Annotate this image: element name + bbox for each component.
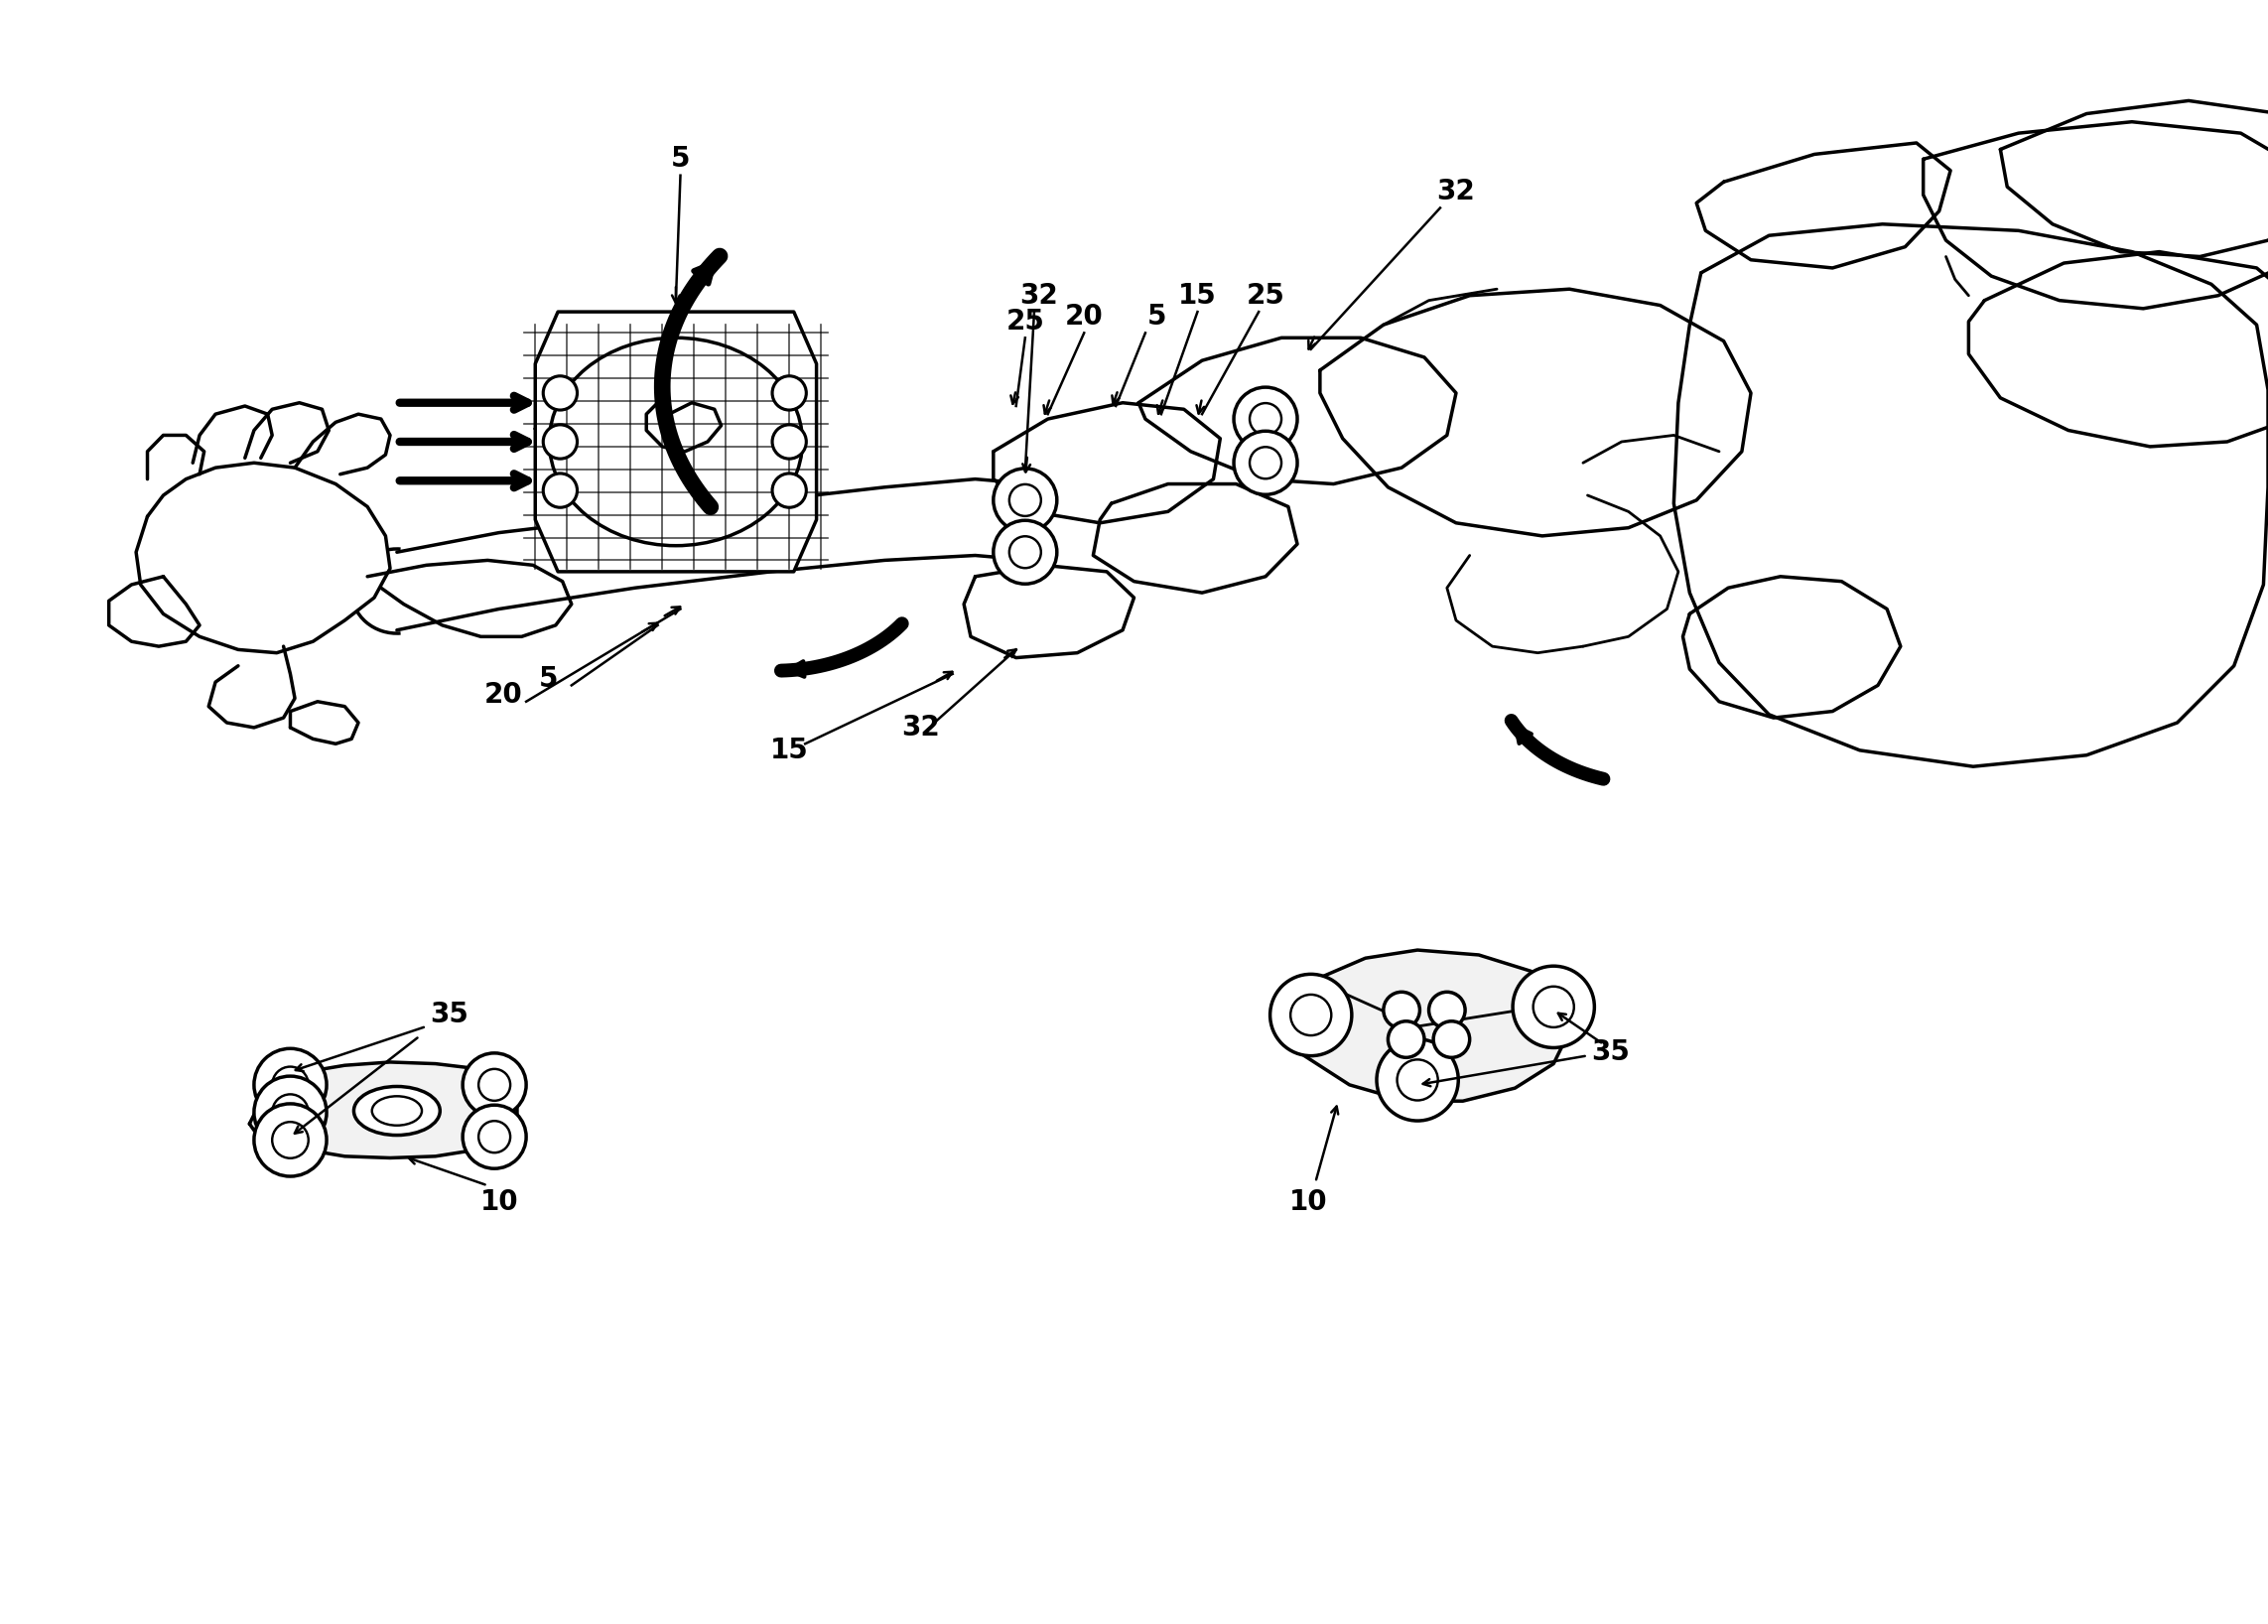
Text: 32: 32: [903, 713, 939, 742]
Text: 10: 10: [1290, 1187, 1327, 1216]
Text: 5: 5: [671, 145, 689, 174]
Text: 5: 5: [540, 664, 558, 693]
Circle shape: [1433, 1021, 1470, 1057]
Circle shape: [1290, 994, 1331, 1036]
Circle shape: [544, 377, 576, 409]
Circle shape: [1388, 1021, 1424, 1057]
Text: 10: 10: [481, 1187, 517, 1216]
Circle shape: [544, 425, 576, 458]
Circle shape: [1533, 986, 1574, 1028]
Text: 20: 20: [485, 680, 522, 710]
Ellipse shape: [549, 338, 803, 546]
Circle shape: [1250, 403, 1281, 435]
Circle shape: [1250, 447, 1281, 479]
Ellipse shape: [372, 1096, 422, 1125]
PathPatch shape: [1281, 950, 1569, 1101]
Circle shape: [272, 1067, 308, 1103]
Circle shape: [254, 1104, 327, 1176]
Circle shape: [993, 520, 1057, 585]
Circle shape: [771, 425, 807, 458]
Circle shape: [479, 1069, 510, 1101]
Text: 32: 32: [1021, 281, 1057, 310]
Text: 15: 15: [1179, 281, 1216, 310]
Text: 35: 35: [429, 1000, 469, 1030]
Text: 25: 25: [1245, 281, 1286, 310]
Circle shape: [463, 1052, 526, 1117]
Ellipse shape: [354, 1086, 440, 1135]
Circle shape: [254, 1077, 327, 1148]
Circle shape: [272, 1122, 308, 1158]
PathPatch shape: [249, 1062, 517, 1158]
Text: 15: 15: [771, 736, 807, 765]
Circle shape: [1429, 992, 1465, 1028]
Circle shape: [771, 474, 807, 507]
Circle shape: [771, 377, 807, 409]
Text: 25: 25: [1005, 307, 1046, 336]
Circle shape: [544, 474, 576, 507]
Circle shape: [479, 1121, 510, 1153]
Circle shape: [463, 1104, 526, 1169]
Circle shape: [1377, 1039, 1458, 1121]
Circle shape: [1397, 1059, 1438, 1101]
Circle shape: [1009, 536, 1041, 568]
Text: 32: 32: [1438, 177, 1474, 206]
Circle shape: [1383, 992, 1420, 1028]
Text: 20: 20: [1066, 302, 1102, 331]
Text: 35: 35: [1590, 1038, 1631, 1067]
PathPatch shape: [535, 312, 816, 572]
Circle shape: [1234, 430, 1297, 495]
Circle shape: [1009, 484, 1041, 516]
Circle shape: [1270, 974, 1352, 1056]
Circle shape: [254, 1049, 327, 1121]
Circle shape: [993, 468, 1057, 533]
Text: 5: 5: [1148, 302, 1166, 331]
Circle shape: [1513, 966, 1594, 1047]
Circle shape: [272, 1095, 308, 1130]
PathPatch shape: [136, 463, 390, 653]
Circle shape: [1234, 387, 1297, 451]
